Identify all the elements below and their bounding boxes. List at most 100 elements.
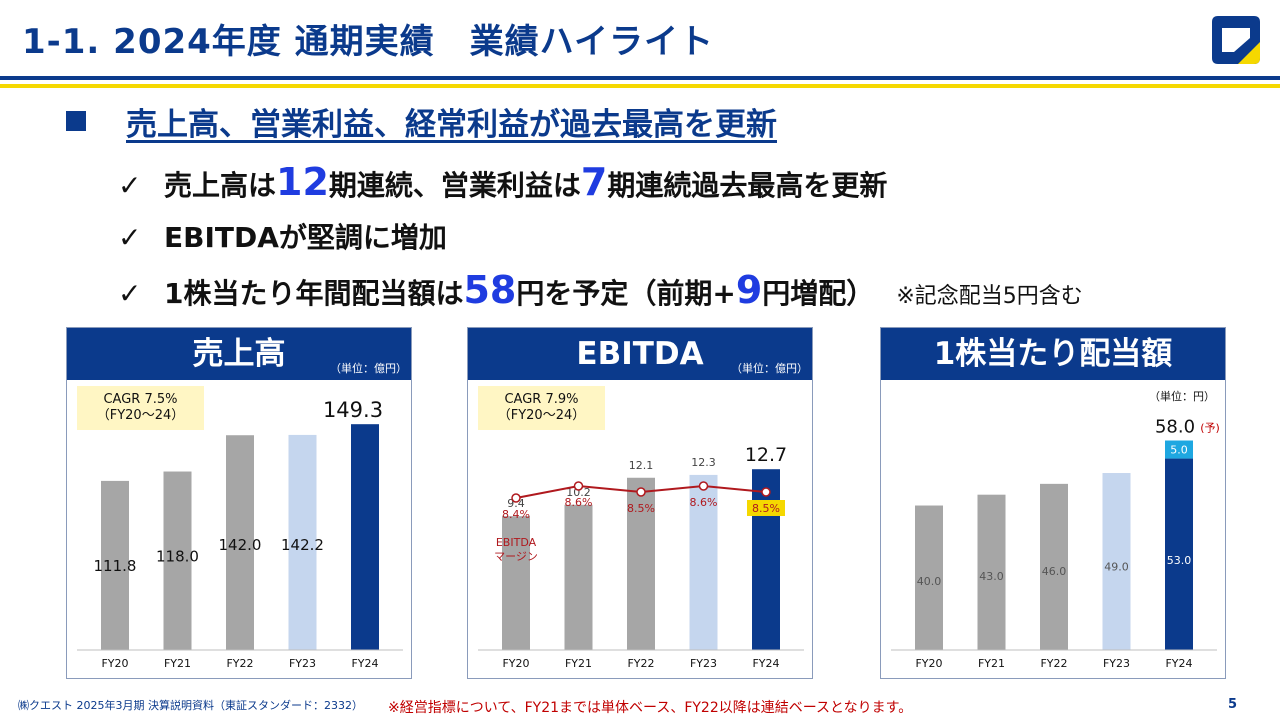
data-label: 46.0 bbox=[1042, 565, 1067, 578]
data-label: 118.0 bbox=[156, 548, 199, 566]
bar-fy21 bbox=[564, 504, 593, 650]
bullet-note: ※記念配当5円含む bbox=[896, 284, 1083, 309]
cagr-box: CAGR 7.5% （FY20～24） bbox=[77, 386, 204, 430]
ebitda-bar-chart: FY20 FY21 FY22 FY23 FY24 9.4 10.2 12.1 12.3 12.7 8… bbox=[478, 444, 804, 670]
data-label: 142.0 bbox=[219, 536, 262, 554]
data-label: 149.3 bbox=[323, 398, 383, 422]
headline-bullet-square bbox=[66, 111, 86, 131]
bar-fy23 bbox=[689, 474, 718, 650]
margin-label: 8.4% bbox=[502, 508, 530, 521]
dividend-bar-chart: FY20 FY21 FY22 FY23 FY24 40.0 43.0 46.0 49.0 53.0… bbox=[891, 417, 1220, 670]
bar-fy24 bbox=[752, 469, 780, 650]
cagr-box: CAGR 7.9% （FY20～24） bbox=[478, 386, 605, 430]
bullet-text: 期連続、営業利益は bbox=[328, 169, 581, 202]
highlight-bullet-sales: ✓ 売上高は 12 期連続、営業利益は 7 期連続過去最高を更新 bbox=[118, 160, 887, 204]
bullet-number: 9 bbox=[735, 268, 763, 312]
data-label: 49.0 bbox=[1104, 560, 1129, 573]
margin-point bbox=[573, 481, 584, 491]
chart-title: EBITDA bbox=[576, 336, 704, 372]
chart-title: 売上高 bbox=[192, 336, 286, 372]
margin-series-name: EBITDA bbox=[496, 536, 537, 549]
stack-segment-commemorative bbox=[1165, 440, 1193, 459]
forecast-mark: (予) bbox=[1200, 422, 1220, 435]
data-label: 12.1 bbox=[629, 459, 654, 472]
bar-fy23 bbox=[288, 434, 317, 650]
dividend-chart-panel: 1株当たり配当額 （単位：円） FY20 FY21 FY22 FY23 FY24 40.0… bbox=[880, 327, 1226, 679]
bar-fy20 bbox=[502, 516, 530, 650]
cagr-period: （FY20～24） bbox=[497, 408, 586, 423]
data-label: 43.0 bbox=[979, 570, 1004, 583]
x-tick-label: FY24 bbox=[351, 657, 378, 670]
check-icon: ✓ bbox=[118, 277, 142, 310]
bullet-text: 売上高は bbox=[164, 169, 277, 202]
company-logo bbox=[1212, 16, 1260, 64]
bar-fy21 bbox=[163, 471, 192, 650]
data-label: 53.0 bbox=[1167, 554, 1192, 567]
x-tick-label: FY21 bbox=[565, 657, 592, 670]
bullet-number: 7 bbox=[580, 160, 608, 204]
margin-point bbox=[636, 487, 646, 497]
panel-header: 1株当たり配当額 bbox=[881, 328, 1225, 380]
title-divider bbox=[0, 76, 1280, 80]
x-tick-label: FY20 bbox=[101, 657, 128, 670]
highlight-bullet-ebitda: ✓ EBITDAが堅調に増加 bbox=[118, 216, 447, 256]
data-label: 9.4 bbox=[507, 497, 525, 510]
x-tick-label: FY20 bbox=[502, 657, 529, 670]
bar-fy22 bbox=[226, 435, 254, 650]
x-tick-label: FY23 bbox=[1103, 657, 1130, 670]
bullet-text: 1株当たり年間配当額は bbox=[164, 277, 464, 310]
data-label: 12.7 bbox=[745, 444, 787, 466]
data-label: 12.3 bbox=[691, 456, 716, 469]
data-label: 10.2 bbox=[566, 486, 591, 499]
headline-text: 売上高、営業利益、経常利益が過去最高を更新 bbox=[126, 106, 777, 143]
cagr-value: CAGR 7.9% bbox=[504, 392, 579, 407]
margin-point bbox=[511, 493, 521, 503]
bar-fy21 bbox=[977, 494, 1006, 650]
data-label: 40.0 bbox=[917, 575, 942, 588]
panel-header: EBITDA （単位：億円） bbox=[468, 328, 812, 380]
page-title: 1-1. 2024年度 通期実績 業績ハイライト bbox=[22, 22, 714, 62]
bullet-text: 期連続過去最高を更新 bbox=[607, 169, 888, 202]
footer-company: ㈱クエスト 2025年3月期 決算説明資料（東証スタンダード：2332） bbox=[18, 699, 363, 712]
title-divider-accent bbox=[0, 84, 1280, 88]
chart-unit: （単位：億円） bbox=[731, 362, 808, 375]
x-tick-label: FY24 bbox=[752, 657, 779, 670]
x-tick-label: FY23 bbox=[690, 657, 717, 670]
sales-chart-panel: 売上高 （単位：億円） FY20 FY21 FY22 FY23 FY24 111.8 118… bbox=[66, 327, 412, 679]
margin-point bbox=[698, 481, 709, 491]
bar-fy20 bbox=[915, 505, 943, 650]
check-icon: ✓ bbox=[118, 221, 142, 254]
bullet-text: EBITDAが堅調に増加 bbox=[164, 221, 447, 254]
data-label: 142.2 bbox=[281, 536, 324, 554]
sales-bar-chart: FY20 FY21 FY22 FY23 FY24 111.8 118.0 142.0 142.2… bbox=[77, 398, 403, 670]
check-icon: ✓ bbox=[118, 169, 142, 202]
margin-label: 8.5% bbox=[627, 502, 655, 515]
total-label: 58.0 bbox=[1155, 417, 1195, 438]
stack-label: 5.0 bbox=[1170, 444, 1188, 457]
headline: 売上高、営業利益、経常利益が過去最高を更新 bbox=[66, 96, 777, 146]
margin-label: 8.5% bbox=[752, 502, 780, 515]
bullet-text: 円増配） bbox=[762, 277, 875, 310]
x-tick-label: FY21 bbox=[164, 657, 191, 670]
x-tick-label: FY20 bbox=[915, 657, 942, 670]
bar-fy22 bbox=[1040, 483, 1068, 650]
x-tick-label: FY24 bbox=[1165, 657, 1192, 670]
chart-title: 1株当たり配当額 bbox=[933, 336, 1173, 372]
margin-highlight bbox=[747, 500, 785, 516]
panel-header: 売上高 （単位：億円） bbox=[67, 328, 411, 380]
margin-series-name: マージン bbox=[494, 550, 538, 563]
x-tick-label: FY21 bbox=[978, 657, 1005, 670]
x-tick-label: FY22 bbox=[1040, 657, 1067, 670]
bar-fy24 bbox=[1165, 458, 1193, 650]
bar-fy23 bbox=[1102, 473, 1131, 650]
bullet-text: 円を予定（前期+ bbox=[516, 277, 736, 310]
cagr-period: （FY20～24） bbox=[96, 408, 185, 423]
bullet-number: 12 bbox=[276, 160, 329, 204]
cagr-value: CAGR 7.5% bbox=[103, 392, 178, 407]
margin-label: 8.6% bbox=[565, 496, 593, 509]
x-tick-label: FY22 bbox=[627, 657, 654, 670]
margin-label: 8.6% bbox=[690, 496, 718, 509]
footer-note: ※経営指標について、FY21までは単体ベース、FY22以降は連結ベースとなります… bbox=[388, 700, 913, 716]
ebitda-chart-panel: EBITDA （単位：億円） FY20 FY21 FY22 FY23 FY24 9.4 10… bbox=[467, 327, 813, 679]
highlight-bullet-dividend: ✓ 1株当たり年間配当額は 58 円を予定（前期+ 9 円増配） ※記念配当5円… bbox=[118, 268, 1083, 312]
